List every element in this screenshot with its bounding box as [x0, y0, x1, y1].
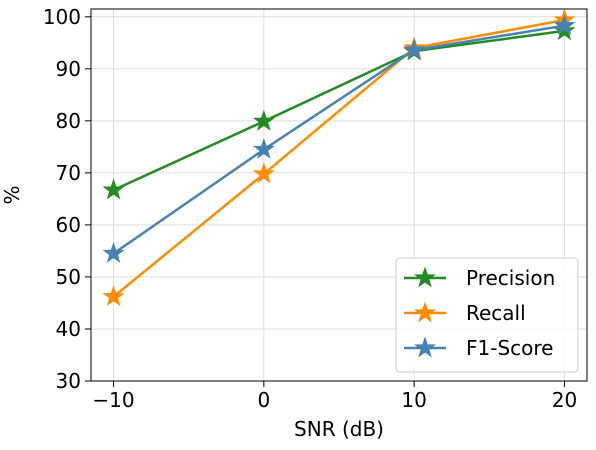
legend-marker	[414, 266, 436, 288]
y-tick-label: 90	[56, 57, 81, 81]
y-tick-label: 100	[43, 5, 81, 29]
legend: Precision Recall F1-Score	[395, 257, 579, 373]
series-f1-score	[102, 14, 576, 263]
legend-marker	[414, 336, 436, 358]
x-tick-label: 10	[401, 388, 426, 412]
data-point	[252, 137, 275, 159]
y-axis-label: %	[0, 185, 24, 204]
plot-frame	[90, 8, 588, 382]
y-tick-label: 40	[56, 317, 81, 341]
data-point	[102, 242, 125, 263]
y-tick-label: 60	[56, 213, 81, 237]
y-tick-label: 30	[56, 369, 81, 393]
y-tick-label: 80	[56, 109, 81, 133]
legend-marker	[414, 301, 436, 323]
legend-box	[395, 257, 579, 373]
data-point	[403, 38, 426, 60]
data-point	[252, 109, 275, 131]
legend-label: F1-Score	[466, 336, 553, 360]
y-tick-label: 70	[56, 161, 81, 185]
series-line	[113, 29, 565, 192]
data-point	[102, 285, 125, 307]
data-point	[252, 162, 275, 184]
x-tick-label: 0	[257, 388, 270, 412]
series-line	[112, 24, 565, 255]
x-tick-label: 20	[552, 388, 577, 412]
x-axis-ticks: −10 0 10 20	[92, 381, 577, 412]
y-axis-ticks: 30 40 50 60 70 80 90 100	[43, 5, 91, 393]
legend-label: Recall	[466, 301, 526, 325]
x-tick-label: −10	[92, 388, 134, 412]
y-tick-label: 50	[56, 265, 81, 289]
data-point	[553, 14, 576, 35]
series-lines	[102, 8, 576, 307]
x-axis-label: SNR (dB)	[294, 417, 384, 441]
data-point	[102, 178, 125, 200]
series-line	[112, 18, 565, 298]
legend-label: Precision	[466, 266, 555, 290]
